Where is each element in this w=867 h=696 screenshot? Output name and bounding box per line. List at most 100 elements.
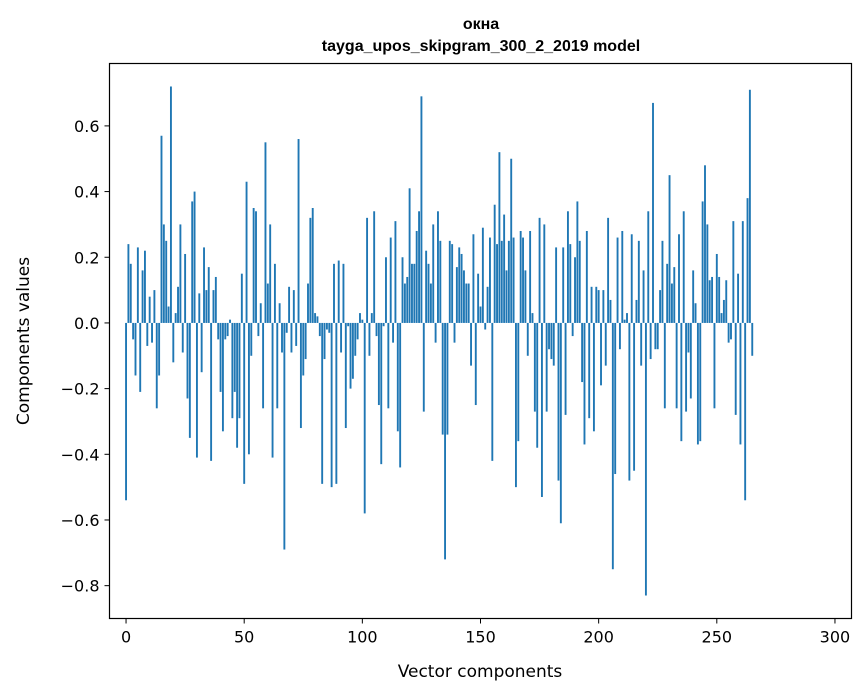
bar-2 [129,263,132,323]
bar-111 [387,322,390,409]
bar-124 [418,211,421,323]
bar-139 [453,322,456,343]
bar-134 [441,322,444,435]
x-axis-ticks: 0 50 100 150 200 250 300 [121,618,850,647]
bar-108 [380,322,383,465]
bar-76 [304,322,307,360]
bar-90 [337,260,340,323]
x-axis-label: Vector components [398,662,563,682]
bar-151 [481,227,484,323]
bar-252 [720,313,723,323]
bar-250 [715,253,718,323]
bar-27 [188,322,191,438]
bar-18 [167,306,170,323]
bar-164 [512,237,515,323]
bar-196 [588,322,591,419]
bar-165 [515,322,517,488]
bar-209 [618,322,621,350]
bar-1 [127,244,130,323]
x-tick-label: 250 [702,628,733,647]
bar-29 [193,191,196,323]
bar-175 [538,217,541,323]
bar-140 [455,267,458,323]
bar-0 [125,322,127,501]
bar-30 [195,322,198,458]
bar-26 [186,322,189,399]
bar-47 [236,322,239,448]
bar-74 [299,322,302,429]
bar-245 [704,165,706,323]
bar-135 [444,322,446,560]
bar-190 [574,257,576,323]
bar-7 [141,270,144,323]
y-tick-label: 0.0 [74,314,99,333]
bar-28 [191,201,194,323]
bar-133 [439,240,442,323]
bar-149 [477,273,480,323]
bar-205 [609,299,612,323]
bar-121 [411,263,413,323]
bar-57 [259,303,262,323]
bar-185 [562,247,565,323]
bar-202 [602,290,605,323]
bar-253 [722,299,725,323]
bar-201 [600,322,602,386]
bar-147 [472,234,475,323]
bar-248 [711,276,714,323]
bar-48 [238,322,241,419]
bar-189 [571,322,574,337]
bar-81 [316,316,319,323]
bar-97 [354,322,357,356]
bar-100 [361,319,364,323]
bar-99 [359,313,361,323]
bar-8 [144,250,146,323]
bar-128 [427,263,430,323]
bar-31 [198,293,201,323]
y-tick-label: −0.8 [61,577,100,596]
bar-161 [505,270,508,323]
x-tick-label: 50 [234,628,254,647]
bar-series [125,86,754,596]
bar-83 [321,322,324,484]
bar-193 [581,322,584,383]
bar-39 [217,322,220,340]
bar-257 [732,221,735,323]
bar-78 [309,217,312,323]
bar-191 [576,201,579,323]
bar-126 [422,322,425,412]
bar-167 [519,230,522,323]
bar-50 [243,322,246,484]
bar-3 [132,322,135,340]
x-tick-label: 0 [121,628,131,647]
bar-241 [694,303,697,323]
bar-105 [373,211,376,323]
bar-194 [583,322,586,445]
bar-219 [642,270,645,323]
bar-119 [406,276,409,323]
bar-236 [682,211,685,323]
bar-115 [396,322,399,432]
bar-222 [649,322,652,360]
bar-79 [311,208,314,323]
bar-234 [678,234,680,323]
bar-182 [555,247,558,323]
bar-80 [314,313,317,323]
bar-146 [470,322,472,366]
bar-60 [266,283,269,323]
bar-214 [630,234,633,323]
y-tick-label: −0.2 [61,380,100,399]
bar-168 [522,237,524,323]
bar-65 [278,303,281,323]
bar-4 [134,322,137,376]
bar-145 [467,283,470,323]
bar-63 [273,263,276,323]
bar-163 [510,158,513,323]
bar-13 [155,322,158,409]
x-tick-label: 100 [347,628,378,647]
bar-192 [578,240,581,323]
bar-171 [529,230,532,323]
bar-130 [432,224,435,323]
bar-101 [363,322,366,514]
bar-95 [349,322,352,389]
bar-25 [184,253,187,323]
